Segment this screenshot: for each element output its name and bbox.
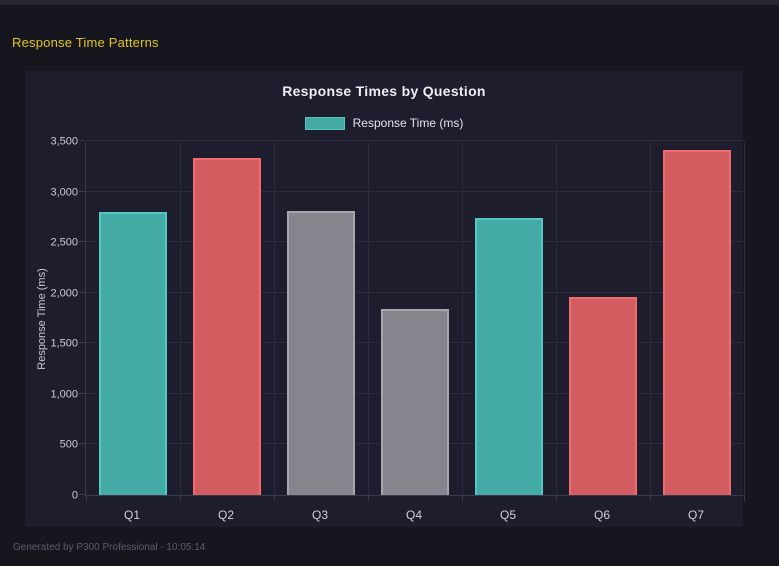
y-axis-ticks: 0 500 1,000 1,500 2,000 2,500 3,000 3,500 [25,136,78,501]
y-tick-label: 1,000 [50,388,78,401]
x-tick-label-q6: Q6 [593,508,610,522]
y-tick-mark [79,241,85,243]
x-tick-label-q2: Q2 [217,508,234,522]
bar-q5 [475,218,543,495]
x-tick-label-q5: Q5 [499,508,516,522]
h-gridline [86,291,744,293]
bar-q7 [663,150,731,495]
v-gridline [180,142,181,496]
x-tick-mark [556,495,557,501]
x-tick-mark [180,495,181,501]
y-tick-mark [79,392,85,394]
x-axis-labels: Q1 Q2 Q3 Q4 Q5 Q6 Q7 [85,508,743,522]
v-gridline [462,142,463,496]
h-gridline [86,241,744,243]
y-tick-label: 500 [59,438,78,451]
x-tick-label-q4: Q4 [405,508,422,522]
x-tick-label-q7: Q7 [687,508,704,522]
legend-swatch-icon [304,116,345,130]
plot-area [79,140,745,501]
y-tick-mark [79,291,85,293]
bar-q1 [99,212,167,495]
h-gridline [86,190,744,192]
y-tick-label: 1,500 [50,337,78,350]
chart-legend[interactable]: Response Time (ms) [25,115,743,131]
window-top-strip [0,0,779,5]
bar-q2 [193,158,261,495]
x-tick-mark [368,495,369,501]
x-tick-mark [274,495,275,501]
status-bar: Generated by P300 Professional - 10:05:1… [13,542,205,553]
x-tick-mark [744,495,745,501]
chart-title: Response Times by Question [282,83,486,99]
v-gridline [744,142,745,496]
y-tick-mark [79,190,85,192]
y-tick-label: 2,500 [50,236,78,249]
x-tick-label-q1: Q1 [123,508,140,522]
page-title: Response Time Patterns [12,35,159,50]
y-tick-mark [79,342,85,344]
y-tick-label: 3,000 [50,186,78,199]
x-tick-mark [462,495,463,501]
y-tick-mark [79,494,85,495]
bar-q3 [287,211,355,495]
v-gridline [556,142,557,496]
h-gridline [86,140,744,141]
bar-q6 [569,297,637,495]
y-tick-label: 0 [71,489,78,502]
x-tick-mark [86,495,87,501]
v-gridline [368,142,369,496]
y-tick-label: 3,500 [50,135,78,148]
v-gridline [650,142,651,496]
chart-panel: Response Times by Question Response Time… [25,71,745,527]
v-gridline [274,142,275,496]
y-tick-label: 2,000 [50,287,78,300]
x-tick-mark [650,495,651,501]
legend-label: Response Time (ms) [352,116,464,130]
y-tick-mark [79,140,85,141]
y-tick-mark [79,443,85,445]
bar-q4 [381,309,449,495]
x-tick-label-q3: Q3 [311,508,328,522]
status-text: Generated by P300 Professional - 10:05:1… [13,542,206,553]
